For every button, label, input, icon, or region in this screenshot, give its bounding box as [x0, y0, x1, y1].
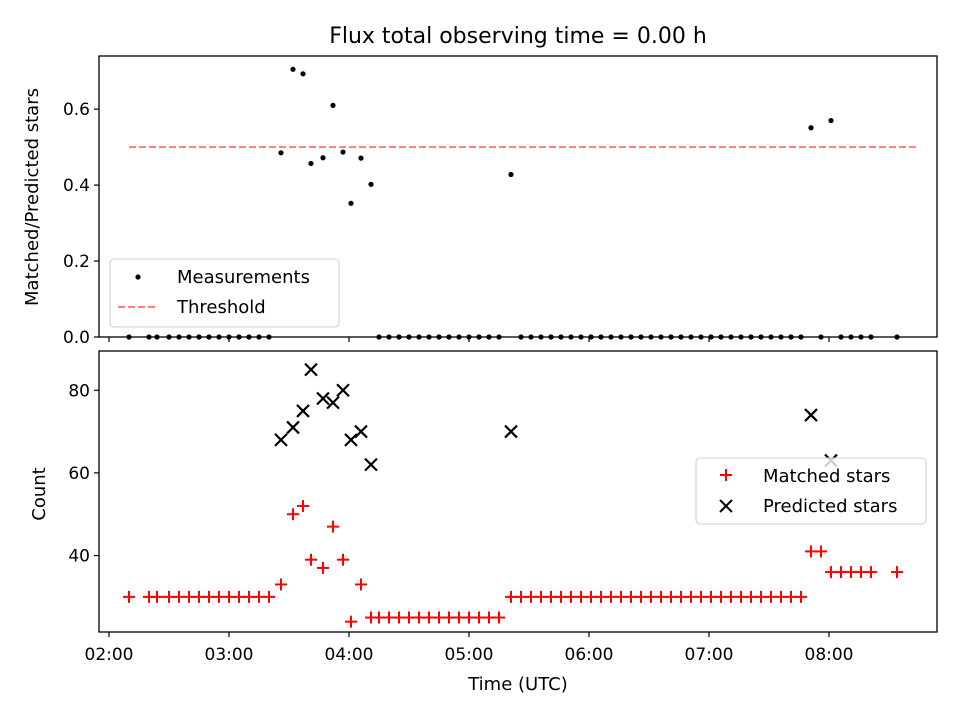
predicted-star-point [274, 433, 288, 447]
measurement-point [308, 160, 314, 167]
bottom-plot-axes: 40 60 80 02:00 03:00 04:00 05:00 06:00 07:00 08:0… [68, 381, 853, 665]
predicted-star-point [344, 433, 358, 447]
top-ytick-label: 0.4 [63, 176, 90, 196]
matched-star-point [263, 590, 275, 603]
legend-measurements-marker [135, 274, 141, 280]
top-chart-title: Flux total observing time = 0.00 h [329, 24, 707, 49]
matched-star-point [795, 590, 807, 603]
bottom-xtick-label: 03:00 [205, 645, 254, 665]
top-plot-axes: 0.0 0.2 0.4 0.6 [63, 100, 830, 348]
legend-matched-marker [720, 469, 732, 481]
predicted-star-stroke [326, 395, 340, 410]
bottom-legend: Matched stars Predicted stars [695, 457, 927, 525]
predicted-star-stroke [804, 408, 818, 422]
legend-predicted-marker [719, 499, 733, 513]
bottom-xtick-label: 07:00 [685, 645, 734, 665]
bottom-ytick-label: 80 [68, 381, 90, 401]
measurement-point [330, 102, 336, 108]
measurement-point [358, 155, 364, 161]
measurement-point [278, 150, 284, 156]
bottom-xtick-label: 06:00 [565, 645, 614, 665]
bottom-plot-frame [98, 350, 938, 633]
legend-predicted-label: Predicted stars [763, 496, 897, 517]
matched-star-point [297, 499, 309, 512]
bottom-ytick-label: 60 [68, 464, 90, 484]
bottom-legend-frame [695, 457, 927, 525]
predicted-star-stroke [364, 457, 378, 472]
top-y-axis-label: Matched/Predicted stars [22, 88, 43, 306]
measurement-point [320, 155, 326, 161]
bottom-plot: 40 60 80 02:00 03:00 04:00 05:00 06:00 07:00 08:0… [29, 350, 938, 695]
bottom-xtick-label: 02:00 [85, 645, 134, 665]
predicted-star-stroke [336, 383, 350, 398]
measurement-point [300, 71, 306, 77]
matched-star-point [891, 566, 903, 579]
bottom-plot-marks [123, 362, 903, 628]
matched-star-point [123, 590, 135, 603]
matched-star-point [327, 520, 339, 533]
predicted-star-stroke [504, 424, 518, 439]
matched-star-point [151, 590, 163, 603]
matched-star-point [317, 561, 329, 574]
legend-matched-label: Matched stars [763, 466, 890, 487]
bottom-ytick-label: 40 [68, 547, 90, 567]
measurement-point [808, 125, 814, 131]
predicted-star-point [364, 457, 378, 472]
matched-star-point [275, 578, 287, 591]
predicted-star-point [286, 420, 300, 435]
top-ytick-label: 0.2 [63, 252, 90, 272]
measurement-point [368, 181, 374, 187]
predicted-star-stroke [286, 420, 300, 435]
predicted-star-point [504, 424, 518, 439]
top-ytick-label: 0.0 [63, 328, 90, 348]
matched-star-point [815, 545, 827, 558]
top-plot: 0.0 0.2 0.4 0.6 Matched/Predicted stars Mea… [22, 55, 938, 348]
measurement-point [828, 117, 834, 124]
predicted-star-stroke [316, 391, 330, 406]
predicted-star-stroke [296, 404, 310, 418]
measurement-point [348, 200, 354, 206]
predicted-star-point [304, 362, 318, 377]
top-legend-frame [109, 258, 340, 328]
matched-star-point [355, 578, 367, 591]
predicted-star-point [326, 395, 340, 410]
predicted-star-point [316, 391, 330, 406]
matched-star-point [337, 553, 349, 566]
x-axis-label: Time (UTC) [467, 674, 568, 695]
top-ytick-label: 0.6 [63, 100, 90, 120]
matched-star-point [345, 615, 357, 628]
predicted-star-point [296, 404, 310, 418]
predicted-star-point [354, 424, 368, 439]
measurement-point [508, 171, 514, 178]
measurement-point [340, 149, 346, 155]
predicted-star-stroke [344, 433, 358, 447]
top-legend: Measurements Threshold [109, 258, 340, 328]
bottom-y-axis-label: Count [29, 467, 50, 520]
matched-star-point [865, 566, 877, 579]
matched-star-point [287, 508, 299, 521]
predicted-star-stroke [304, 362, 318, 377]
bottom-xtick-label: 08:00 [805, 645, 854, 665]
bottom-xtick-label: 04:00 [325, 645, 374, 665]
bottom-xtick-label: 05:00 [445, 645, 494, 665]
matched-star-point [493, 611, 505, 624]
measurement-point [290, 66, 296, 72]
predicted-star-stroke [274, 433, 288, 447]
predicted-star-point [336, 383, 350, 398]
legend-measurements-label: Measurements [177, 267, 310, 288]
predicted-star-stroke [354, 424, 368, 439]
top-plot-frame [98, 55, 938, 338]
matched-star-point [305, 553, 317, 566]
legend-threshold-label: Threshold [176, 297, 266, 318]
predicted-star-point [804, 408, 818, 422]
